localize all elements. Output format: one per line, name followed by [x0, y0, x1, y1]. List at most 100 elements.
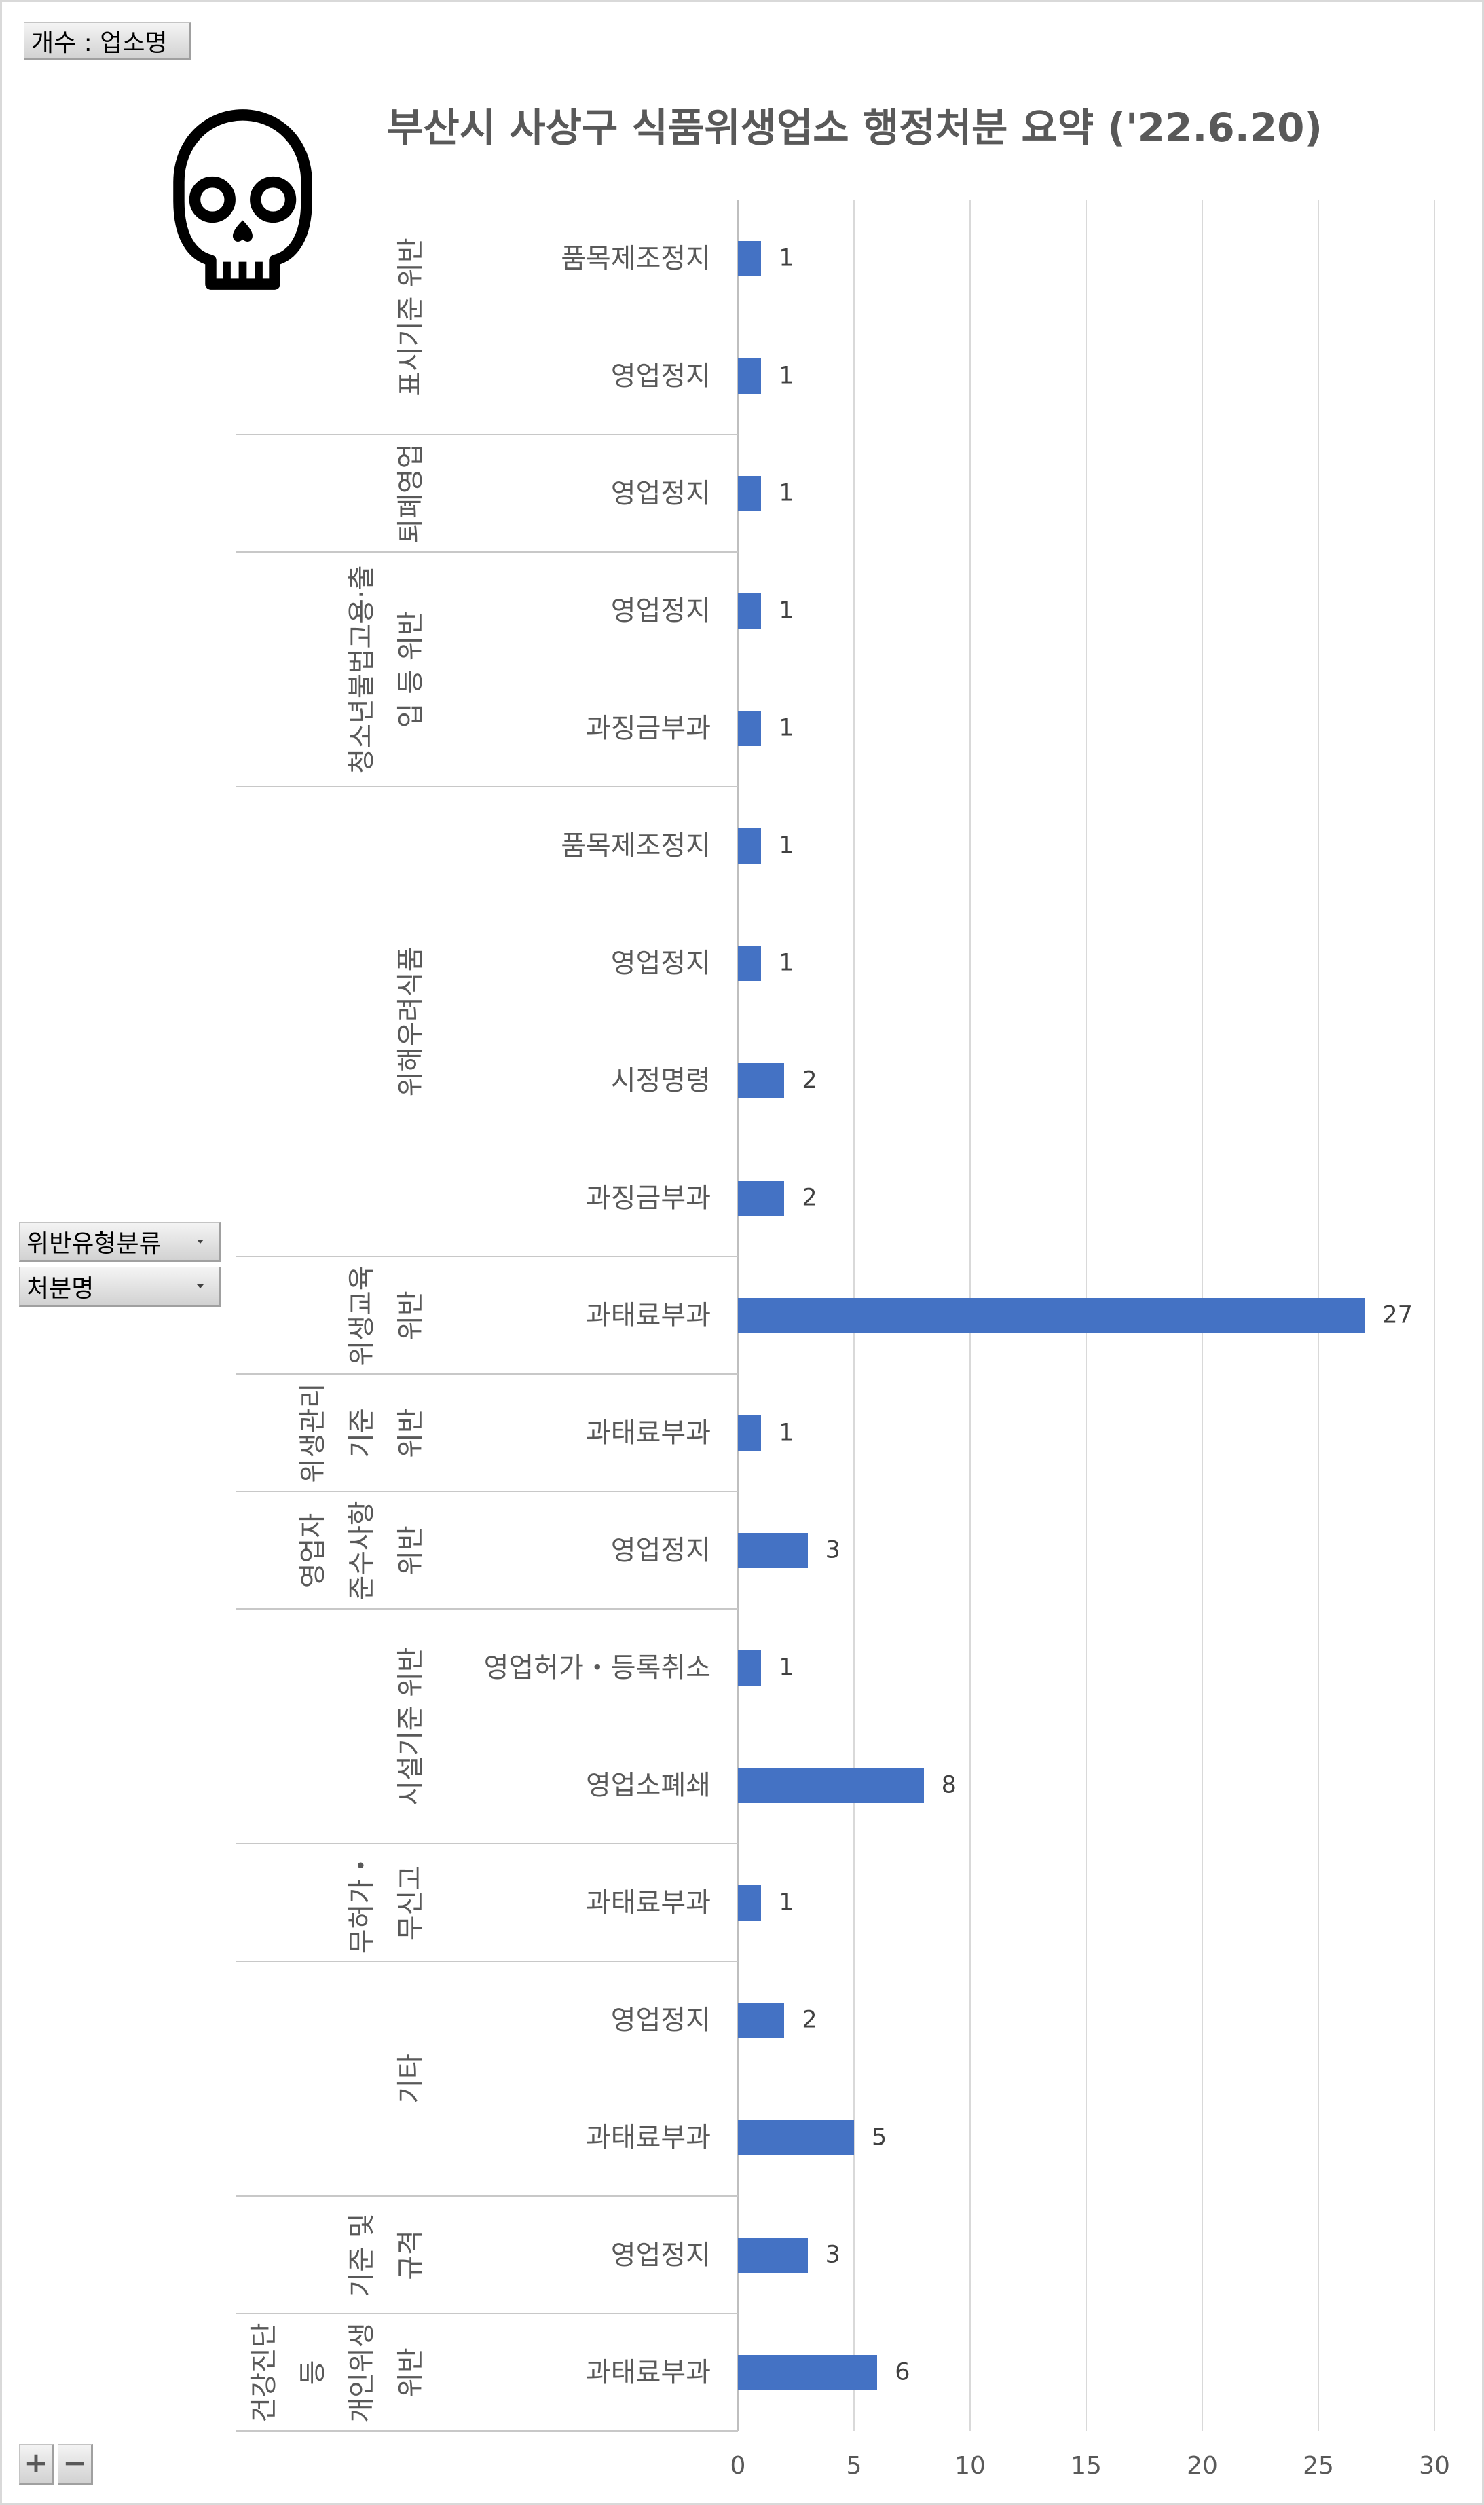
group-label: 영업자: [297, 1513, 329, 1588]
category-label: 과태료부과: [586, 1887, 711, 1918]
x-tick-label: 0: [730, 2452, 746, 2480]
category-label: 과징금부과: [586, 712, 711, 744]
data-label: 6: [895, 2358, 910, 2386]
bar: [738, 1297, 1365, 1333]
category-label: 영업정지: [610, 2004, 711, 2036]
dropdown-arrow-icon[interactable]: [197, 1239, 204, 1244]
bar: [738, 358, 762, 394]
value-field-label: 개수 : 업소명: [31, 29, 168, 57]
group-label: 무허가・: [346, 1851, 377, 1954]
group-label: 청소년불법고용·출: [346, 565, 377, 774]
dropdown-arrow-icon[interactable]: [197, 1284, 204, 1288]
bar: [738, 2237, 808, 2273]
bar: [738, 2119, 854, 2155]
data-label: 1: [779, 597, 794, 624]
category-label: 시정명령: [610, 1064, 711, 1096]
data-label: 1: [779, 949, 794, 976]
category-label: 영업허가・등록취소: [483, 1652, 711, 1684]
group-label: 퇴폐영업: [395, 443, 426, 544]
group-label: 등: [297, 2360, 329, 2385]
data-label: 1: [779, 479, 794, 506]
group-label: 시설기준 위반: [395, 1647, 426, 1806]
bar: [738, 2354, 878, 2390]
group-label: 입 등 위반: [395, 610, 426, 728]
data-label: 1: [779, 1654, 794, 1681]
group-label: 위반: [395, 1407, 426, 1458]
bar: [738, 1532, 808, 1568]
category-label: 영업정지: [610, 947, 711, 979]
category-label: 과징금부과: [586, 1182, 711, 1214]
category-label: 영업정지: [610, 595, 711, 627]
value-field-button[interactable]: 개수 : 업소명: [24, 22, 191, 60]
data-label: 1: [779, 362, 794, 389]
x-tick-label: 15: [1071, 2452, 1102, 2480]
row-field-button-violation-type[interactable]: 위반유형분류: [19, 1222, 221, 1262]
group-separator: [236, 1491, 738, 1492]
group-separator: [236, 2430, 738, 2432]
data-label: 8: [941, 1771, 957, 1798]
group-label: 규격: [395, 2229, 426, 2280]
group-label: 표시기준 위반: [395, 238, 426, 396]
bar: [738, 1062, 785, 1098]
category-label: 품목제조정지: [561, 830, 711, 861]
group-separator: [236, 1373, 738, 1375]
data-label: 1: [779, 244, 794, 272]
bar: [738, 945, 762, 981]
bar: [738, 240, 762, 276]
bar: [738, 475, 762, 511]
group-label: 기준 및: [346, 2212, 377, 2297]
bar: [738, 1650, 762, 1686]
bar: [738, 1180, 785, 1216]
data-label: 1: [779, 1889, 794, 1916]
data-label: 27: [1382, 1301, 1413, 1329]
category-label: 과태료부과: [586, 2121, 711, 2153]
data-label: 3: [825, 2241, 840, 2268]
group-separator: [236, 2313, 738, 2314]
bar: [738, 1885, 762, 1920]
group-label: 위반: [395, 2347, 426, 2398]
bar: [738, 828, 762, 864]
group-separator: [236, 786, 738, 787]
x-tick-label: 20: [1187, 2452, 1218, 2480]
data-label: 1: [779, 1419, 794, 1446]
group-separator: [236, 434, 738, 435]
row-field-label: 처분명: [26, 1274, 94, 1303]
data-label: 3: [825, 1536, 840, 1563]
category-label: 품목제조정지: [561, 242, 711, 274]
data-label: 2: [802, 1184, 817, 1211]
group-label: 기준: [346, 1407, 377, 1458]
group-label: 위반: [395, 1290, 426, 1341]
group-separator: [236, 1608, 738, 1610]
expand-field-button[interactable]: +: [19, 2444, 54, 2485]
x-tick-label: 30: [1419, 2452, 1450, 2480]
bar: [738, 1767, 924, 1803]
category-label: 영업정지: [610, 360, 711, 392]
group-label: 개인위생: [346, 2322, 377, 2423]
row-field-button-disposition[interactable]: 처분명: [19, 1267, 221, 1307]
group-label: 위생관리: [297, 1382, 329, 1483]
category-label: 과태료부과: [586, 1417, 711, 1449]
gridline: [1434, 200, 1435, 2431]
chart-title: 부산시 사상구 식품위생업소 행정처분 요약 ('22.6.20): [386, 105, 1323, 151]
group-separator: [236, 1843, 738, 1844]
group-label: 기타: [395, 2054, 426, 2104]
row-field-label: 위반유형분류: [26, 1229, 162, 1258]
category-label: 영업소폐쇄: [586, 1769, 711, 1801]
group-separator: [236, 551, 738, 553]
group-label: 위생교육: [346, 1265, 377, 1366]
group-label: 위해우려식품: [395, 946, 426, 1097]
category-label: 영업정지: [610, 2239, 711, 2271]
data-label: 1: [779, 714, 794, 741]
group-label: 위반: [395, 1525, 426, 1576]
bar: [738, 2002, 785, 2038]
category-label: 과태료부과: [586, 1299, 711, 1331]
data-label: 2: [802, 1066, 817, 1094]
category-label: 영업정지: [610, 1534, 711, 1566]
group-separator: [236, 1961, 738, 1962]
bar: [738, 593, 762, 629]
collapse-field-button[interactable]: −: [58, 2444, 93, 2485]
data-label: 2: [802, 2006, 817, 2033]
group-label: 준수사항: [346, 1500, 377, 1601]
